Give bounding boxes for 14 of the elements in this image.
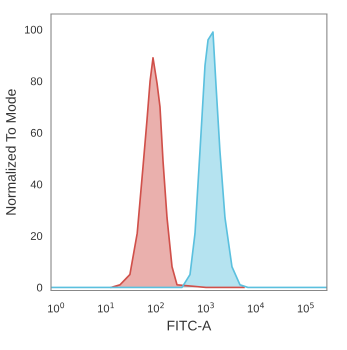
x-tick-label: 10$^{1}$ — [98, 302, 114, 312]
y-tick-label: 80 — [30, 77, 42, 86]
y-tick-label: 20 — [30, 232, 42, 240]
y-tick-label: 100 — [24, 26, 42, 34]
x-tick-label: 10$^{5}$ — [298, 302, 314, 312]
x-tick-label: 10$^{0}$ — [48, 302, 64, 312]
x-tick-label: 10$^{3}$ — [198, 302, 214, 312]
x-tick-label: 10$^{4}$ — [248, 302, 264, 312]
y-tick-label: 60 — [30, 128, 42, 137]
x-tick-label: 10$^{2}$ — [148, 302, 164, 312]
y-axis-title: Normalized To Mode — [6, 89, 16, 215]
y-tick-label: 0 — [36, 284, 42, 292]
x-axis-title: FITC-A — [168, 320, 212, 331]
y-tick-label: 40 — [30, 180, 42, 188]
